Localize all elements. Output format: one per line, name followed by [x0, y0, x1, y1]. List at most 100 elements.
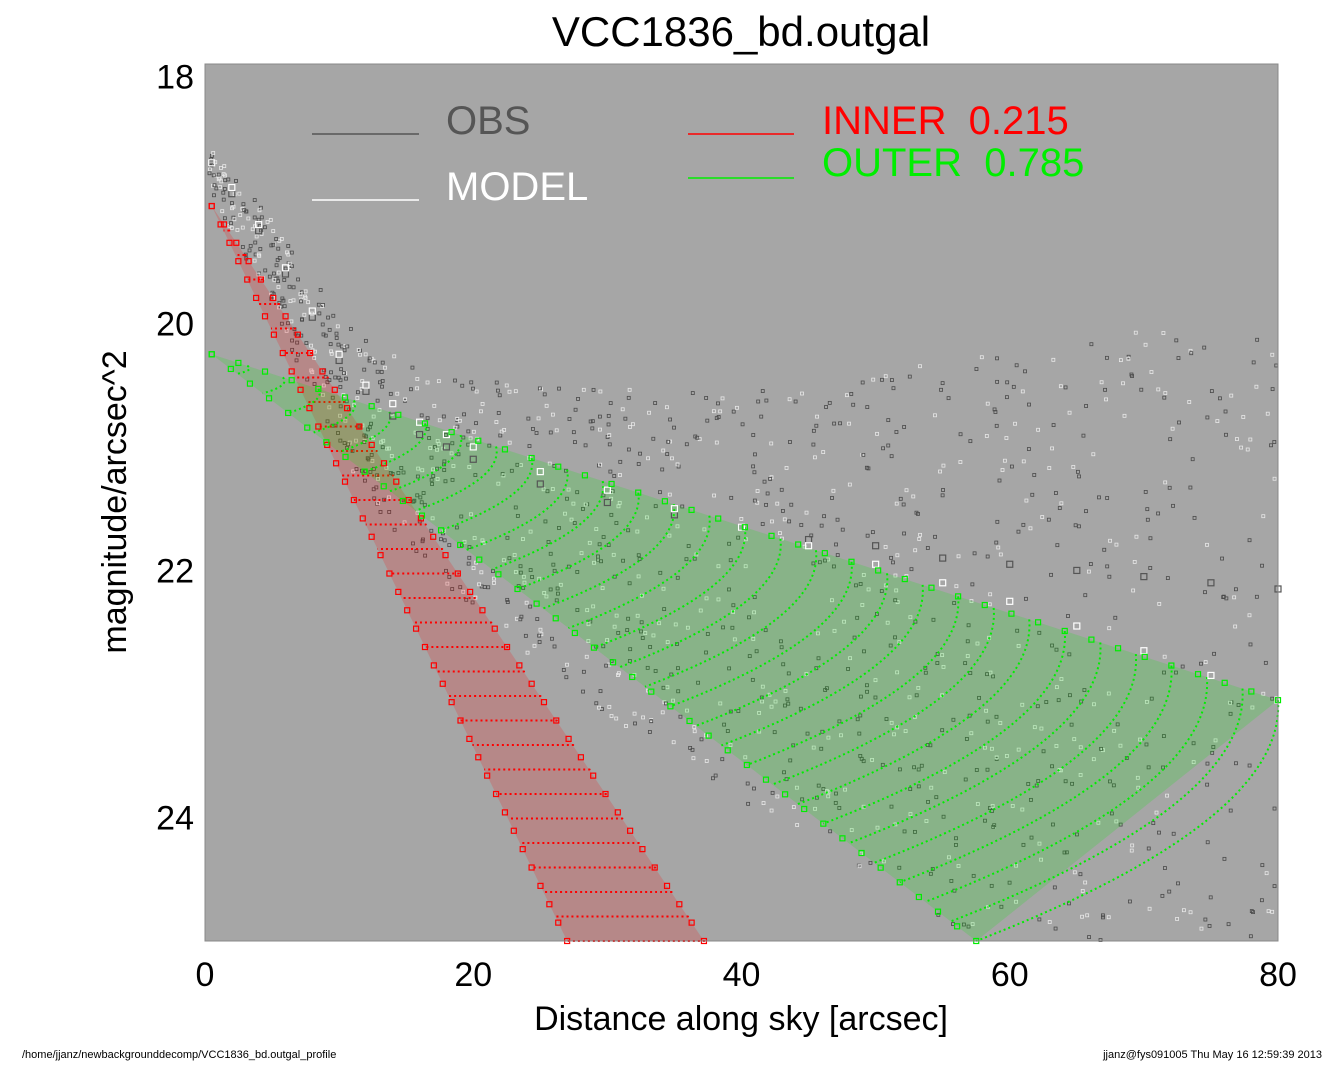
inner-lower-edge-point — [448, 699, 455, 706]
obs-cloud-point — [430, 482, 434, 486]
obs-cloud-point — [651, 633, 656, 638]
outer-lower-edge-point — [437, 527, 445, 534]
obs-cloud-point — [849, 392, 854, 396]
outer-upper-edge-point — [501, 446, 509, 453]
obs-cloud-point — [1161, 331, 1166, 335]
obs-cloud-point — [473, 473, 478, 477]
obs-cloud-point — [518, 564, 523, 569]
obs-cloud-point — [1254, 384, 1259, 389]
obs-cloud-point — [356, 348, 361, 352]
obs-cloud-point — [1063, 779, 1068, 784]
obs-cloud-point — [815, 414, 819, 419]
inner-upper-edge-point — [614, 809, 621, 816]
obs-cloud-point — [376, 501, 381, 506]
outer-upper-edge-point — [981, 601, 988, 609]
obs-cloud-point — [363, 338, 368, 343]
obs-cloud-point — [296, 277, 301, 282]
obs-cloud-point — [1112, 728, 1117, 733]
outer-lower-edge-point — [743, 761, 750, 769]
obs-cloud-point — [1051, 357, 1056, 362]
obs-cloud-point — [561, 668, 566, 672]
obs-cloud-point — [1056, 698, 1061, 703]
obs-cloud-point — [1011, 384, 1016, 389]
obs-cloud-point — [1213, 738, 1218, 743]
component-arc-outer — [848, 642, 1102, 845]
obs-cloud-point — [1248, 437, 1253, 442]
obs-cloud-point — [671, 740, 676, 745]
obs-cloud-point — [467, 465, 472, 469]
obs-cloud-point — [813, 455, 817, 460]
obs-cloud-point — [769, 808, 774, 813]
obs-cloud-point — [902, 829, 907, 834]
obs-cloud-point — [1270, 909, 1275, 914]
obs-cloud-point — [858, 754, 863, 758]
obs-cloud-point — [566, 487, 571, 492]
inner-lower-edge-point — [546, 901, 553, 908]
obs-cloud-point — [947, 855, 951, 860]
obs-cloud-point — [821, 450, 826, 454]
obs-cloud-point — [591, 604, 596, 609]
obs-cloud-point — [614, 613, 619, 618]
obs-cloud-point — [271, 271, 276, 276]
component-arc-outer — [873, 653, 1137, 864]
obs-cloud-point — [303, 289, 308, 294]
obs-cloud-point — [942, 770, 947, 775]
obs-cloud-point — [496, 388, 500, 393]
obs-cloud-point — [499, 429, 504, 434]
obs-cloud-point — [668, 417, 673, 422]
obs-cloud-point — [917, 537, 922, 541]
obs-cloud-point — [759, 414, 764, 419]
obs-cloud-point — [442, 468, 447, 472]
component-arc-outer — [721, 584, 924, 747]
obs-cloud-point — [837, 806, 842, 810]
obs-cloud-point — [1070, 781, 1074, 786]
outer-upper-edge-point — [768, 532, 775, 539]
obs-cloud-point — [377, 408, 382, 412]
obs-cloud-point — [1016, 529, 1021, 534]
obs-cloud-point — [573, 440, 577, 445]
obs-cloud-point — [716, 564, 721, 569]
obs-cloud-point — [326, 315, 331, 320]
obs-cloud-point — [904, 488, 909, 493]
y-tick-label: 24 — [156, 799, 194, 837]
obs-cloud-point — [1050, 643, 1054, 648]
obs-cloud-point — [1103, 387, 1107, 392]
obs-cloud-point — [544, 594, 549, 599]
obs-cloud-point — [985, 719, 990, 724]
outer-lower-edge-point — [227, 365, 234, 373]
obs-cloud-point — [460, 383, 465, 388]
obs-cloud-point — [935, 661, 940, 665]
obs-cloud-point — [306, 300, 311, 305]
outer-lower-edge-point — [533, 600, 540, 607]
obs-cloud-point — [534, 431, 539, 435]
obs-cloud-point — [890, 378, 894, 382]
obs-cloud-point — [1228, 808, 1233, 813]
inner-lower-edge-point — [297, 386, 304, 393]
obs-cloud-point — [637, 557, 642, 561]
obs-cloud-point — [752, 470, 757, 475]
obs-cloud-point — [1078, 745, 1083, 750]
obs-cloud-point — [875, 825, 880, 830]
obs-cloud-point — [919, 763, 924, 768]
obs-cloud-point — [1081, 433, 1086, 438]
obs-cloud-point — [685, 625, 690, 630]
obs-cloud-point — [342, 441, 347, 445]
outer-upper-edge-point — [741, 524, 748, 531]
obs-cloud-point — [971, 873, 976, 878]
obs-cloud-point — [780, 508, 785, 513]
obs-cloud-point — [636, 553, 641, 558]
obs-cloud-point — [969, 731, 974, 736]
obs-cloud-point — [381, 438, 386, 443]
obs-cloud-point — [343, 344, 348, 348]
obs-cloud-point — [590, 419, 595, 424]
obs-cloud-point — [325, 380, 330, 385]
obs-cloud-point — [338, 438, 343, 443]
obs-cloud-point — [597, 414, 602, 419]
obs-cloud-point — [588, 419, 593, 424]
obs-cloud-point — [889, 454, 894, 459]
obs-cloud-point — [252, 215, 257, 220]
obs-cloud-point — [646, 688, 650, 693]
obs-cloud-point — [327, 327, 332, 332]
obs-cloud-point — [362, 367, 367, 372]
obs-cloud-point — [993, 410, 998, 414]
